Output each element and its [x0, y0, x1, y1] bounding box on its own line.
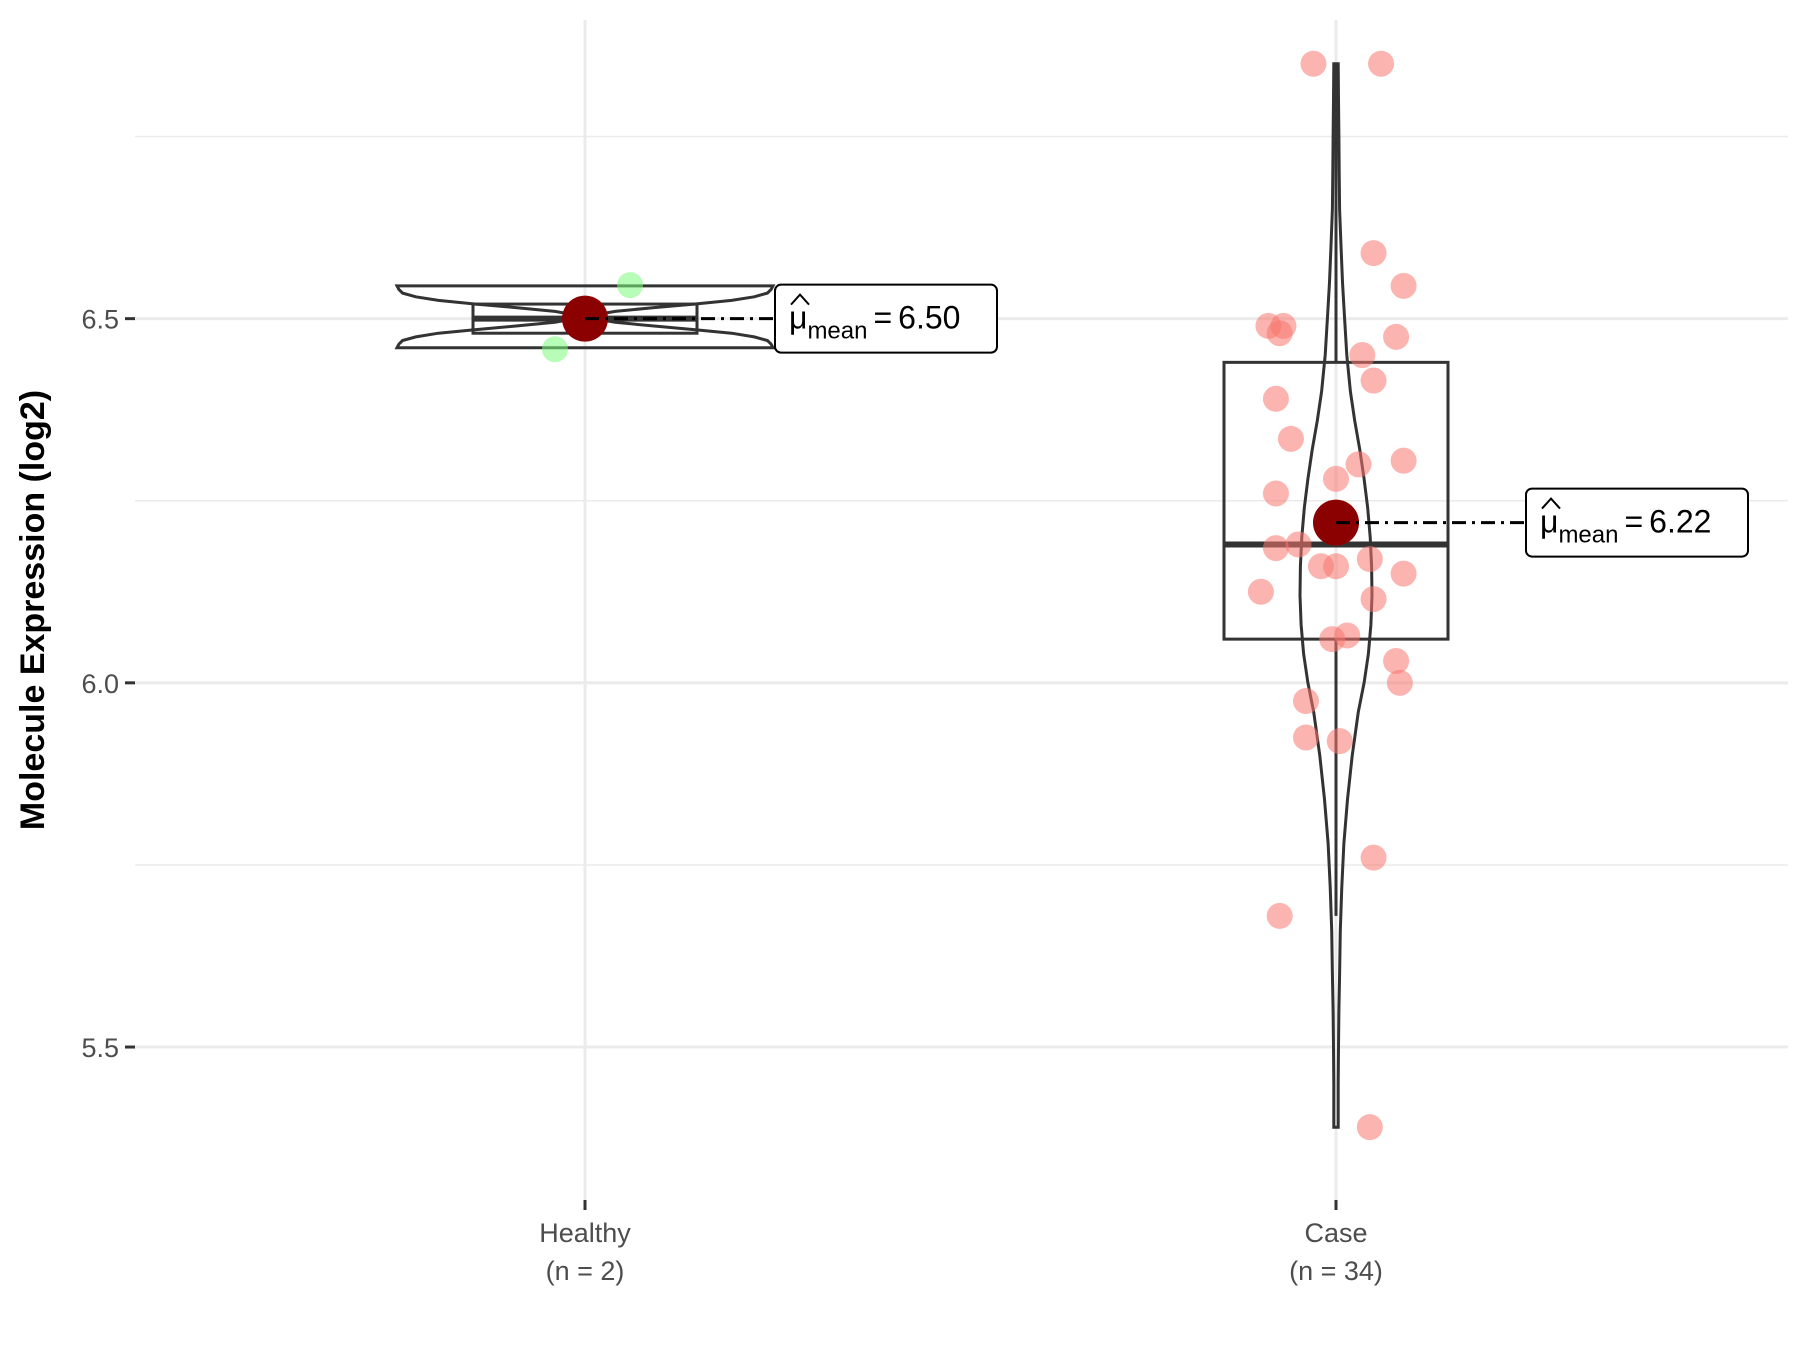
- data-point: [1349, 342, 1376, 369]
- data-point: [1386, 669, 1413, 696]
- data-point: [1247, 578, 1274, 605]
- mean-equals: =: [873, 300, 892, 336]
- x-tick-count-label: (n = 2): [546, 1256, 625, 1286]
- data-point: [1323, 553, 1349, 580]
- mean-label-box: [774, 283, 998, 354]
- mean-subscript: mean: [807, 318, 867, 345]
- data-point: [1326, 728, 1353, 755]
- data-point: [1319, 626, 1346, 653]
- y-tick-label: 5.5: [81, 1033, 119, 1063]
- data-point: [1390, 560, 1417, 587]
- hat-symbol: [790, 293, 810, 306]
- data-point: [1277, 425, 1304, 452]
- data-point: [1356, 1114, 1383, 1141]
- data-point: [1390, 272, 1417, 299]
- jitter-points: [541, 50, 1417, 1141]
- data-point: [1360, 586, 1387, 613]
- data-point: [1266, 320, 1293, 347]
- mean-symbol: μ: [1540, 504, 1558, 540]
- x-tick-label: Healthy: [539, 1218, 631, 1248]
- mean-label: μmean = 6.22: [1540, 504, 1711, 549]
- x-tick-label: Case: [1304, 1218, 1367, 1248]
- data-point: [1360, 367, 1387, 394]
- boxplots: [471, 63, 1450, 916]
- data-point: [1285, 531, 1312, 558]
- grid-lines: [135, 20, 1788, 1200]
- data-point: [1360, 844, 1387, 871]
- data-point: [1390, 447, 1417, 474]
- data-point: [1262, 480, 1289, 507]
- violins: [394, 62, 1374, 1129]
- mean-subscript: mean: [1558, 522, 1618, 549]
- data-point: [1266, 902, 1293, 929]
- data-point: [1323, 465, 1349, 492]
- data-point: [617, 272, 644, 299]
- violin-healthy: [394, 284, 776, 350]
- data-point: [1360, 240, 1387, 267]
- data-point: [1292, 724, 1319, 751]
- mean-equals: =: [1624, 504, 1643, 540]
- data-point: [1300, 50, 1327, 77]
- data-point: [1345, 451, 1372, 478]
- data-point: [1383, 323, 1410, 350]
- mean-symbol: μ: [789, 300, 807, 336]
- hat-symbol: [1541, 497, 1561, 510]
- data-point: [1262, 535, 1289, 562]
- mean-label: μmean = 6.50: [789, 300, 960, 345]
- mean-label-box: [1525, 487, 1749, 558]
- data-point: [1368, 50, 1395, 77]
- x-tick-count-label: (n = 34): [1289, 1256, 1383, 1286]
- mean-value: 6.50: [898, 300, 960, 336]
- y-tick-label: 6.5: [81, 305, 119, 335]
- y-axis-title: Molecule Expression (log2): [14, 390, 52, 830]
- data-point: [1262, 385, 1289, 412]
- y-tick-label: 6.0: [81, 669, 119, 699]
- data-point: [541, 336, 568, 363]
- data-point: [1383, 647, 1410, 674]
- data-point: [1292, 688, 1319, 715]
- data-point: [1356, 546, 1383, 573]
- mean-value: 6.22: [1649, 504, 1711, 540]
- axes: 5.5 6.0 6.5 Healthy (n = 2) Case (n = 34): [81, 305, 1382, 1286]
